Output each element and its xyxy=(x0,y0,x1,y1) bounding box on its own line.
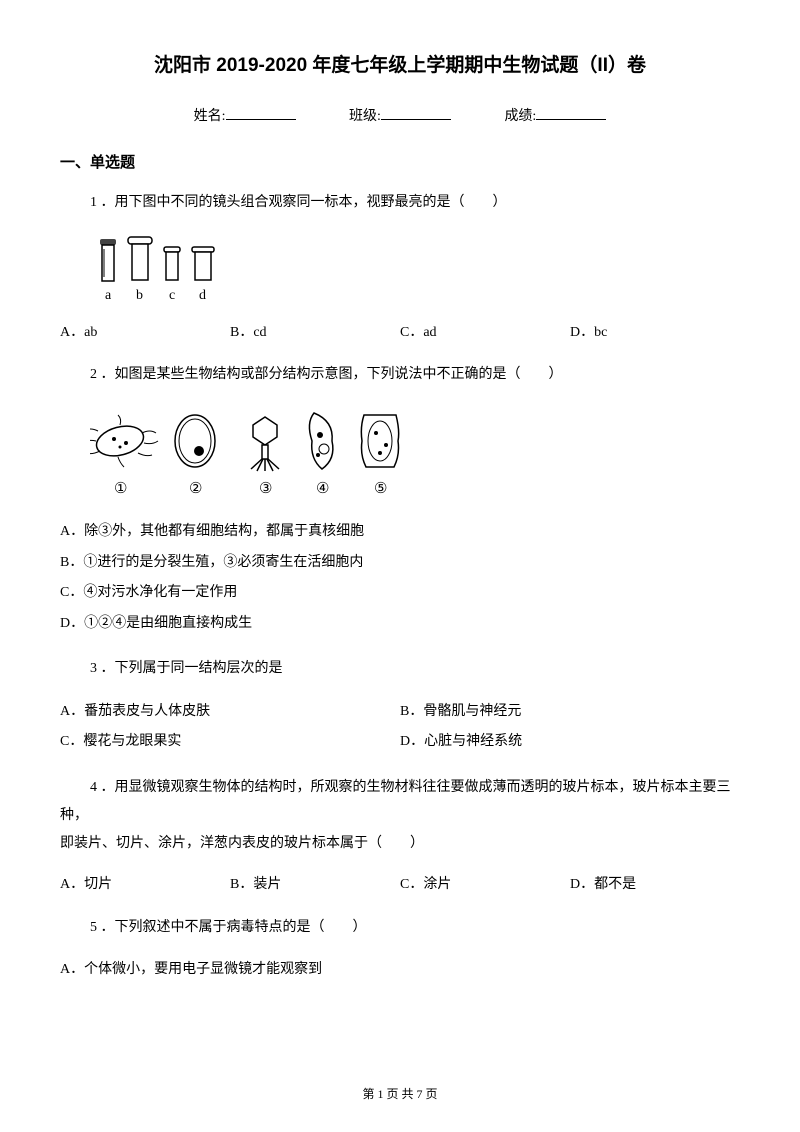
q2-options: A．除③外，其他都有细胞结构，都属于真核细胞 B．①进行的是分裂生殖，③必须寄生… xyxy=(60,517,740,640)
section-title: 一、单选题 xyxy=(60,151,740,172)
q2-opt-c[interactable]: C．④对污水净化有一定作用 xyxy=(60,578,740,609)
name-label: 姓名: xyxy=(194,109,226,124)
q3-options: A．番茄表皮与人体皮肤 B．骨骼肌与神经元 C．樱花与龙眼果实 D．心脏与神经系… xyxy=(60,697,740,759)
q2-fig-2: ② xyxy=(189,481,202,497)
q4-opt-a[interactable]: A．切片 xyxy=(60,872,230,899)
question-2: 2 ．如图是某些生物结构或部分结构示意图，下列说法中不正确的是（ ） xyxy=(60,362,740,640)
q5-text: 5 ．下列叙述中不属于病毒特点的是（ ） xyxy=(60,915,740,942)
q2-fig-4: ④ xyxy=(316,481,329,497)
q4-line2: 即装片、切片、涂片，洋葱内表皮的玻片标本属于（ ） xyxy=(60,836,424,851)
q2-fig-1: ① xyxy=(114,481,127,497)
question-3: 3 ．下列属于同一结构层次的是 A．番茄表皮与人体皮肤 B．骨骼肌与神经元 C．… xyxy=(60,656,740,758)
q2-fig-3: ③ xyxy=(259,481,272,497)
class-blank[interactable] xyxy=(381,119,451,120)
class-label: 班级: xyxy=(349,109,381,124)
q1-opt-b[interactable]: B．cd xyxy=(230,320,400,347)
question-5: 5 ．下列叙述中不属于病毒特点的是（ ） A．个体微小，要用电子显微镜才能观察到 xyxy=(60,915,740,986)
q2-figure: ① ② ③ ④ ⑤ xyxy=(90,403,740,503)
q3-opt-d[interactable]: D．心脏与神经系统 xyxy=(400,727,740,758)
q3-opt-c[interactable]: C．樱花与龙眼果实 xyxy=(60,727,400,758)
q4-opt-c[interactable]: C．涂片 xyxy=(400,872,570,899)
q1-opt-d[interactable]: D．bc xyxy=(570,320,740,347)
q1-fig-a: a xyxy=(105,288,112,303)
q4-opt-d[interactable]: D．都不是 xyxy=(570,872,740,899)
q1-opt-c[interactable]: C．ad xyxy=(400,320,570,347)
q4-options: A．切片 B．装片 C．涂片 D．都不是 xyxy=(60,872,740,899)
question-1: 1 ．用下图中不同的镜头组合观察同一标本，视野最亮的是（ ） xyxy=(60,190,740,346)
q1-fig-b: b xyxy=(136,288,143,303)
q1-text: 1 ．用下图中不同的镜头组合观察同一标本，视野最亮的是（ ） xyxy=(60,190,740,217)
q3-opt-b[interactable]: B．骨骼肌与神经元 xyxy=(400,697,740,728)
q1-figure: a b c d xyxy=(90,231,740,306)
q2-fig-5: ⑤ xyxy=(374,481,387,497)
score-blank[interactable] xyxy=(536,119,606,120)
q1-opt-a[interactable]: A．ab xyxy=(60,320,230,347)
q2-opt-d[interactable]: D．①②④是由细胞直接构成生 xyxy=(60,609,740,640)
q1-fig-c: c xyxy=(169,288,175,303)
score-label: 成绩: xyxy=(504,109,536,124)
name-blank[interactable] xyxy=(226,119,296,120)
student-info-row: 姓名: 班级: 成绩: xyxy=(60,105,740,125)
q2-opt-b[interactable]: B．①进行的是分裂生殖，③必须寄生在活细胞内 xyxy=(60,548,740,579)
q4-line1: 4 ．用显微镜观察生物体的结构时，所观察的生物材料往往要做成薄而透明的玻片标本，… xyxy=(60,780,731,823)
q2-opt-a[interactable]: A．除③外，其他都有细胞结构，都属于真核细胞 xyxy=(60,517,740,548)
q2-text: 2 ．如图是某些生物结构或部分结构示意图，下列说法中不正确的是（ ） xyxy=(60,362,740,389)
q4-text: 4 ．用显微镜观察生物体的结构时，所观察的生物材料往往要做成薄而透明的玻片标本，… xyxy=(60,774,740,858)
q3-opt-a[interactable]: A．番茄表皮与人体皮肤 xyxy=(60,697,400,728)
q1-options: A．ab B．cd C．ad D．bc xyxy=(60,320,740,347)
q4-opt-b[interactable]: B．装片 xyxy=(230,872,400,899)
question-4: 4 ．用显微镜观察生物体的结构时，所观察的生物材料往往要做成薄而透明的玻片标本，… xyxy=(60,774,740,899)
q5-options: A．个体微小，要用电子显微镜才能观察到 xyxy=(60,955,740,986)
page-footer: 第 1 页 共 7 页 xyxy=(0,1085,800,1102)
paper-title: 沈阳市 2019-2020 年度七年级上学期期中生物试题（II）卷 xyxy=(60,50,740,77)
q5-opt-a[interactable]: A．个体微小，要用电子显微镜才能观察到 xyxy=(60,955,740,986)
q3-text: 3 ．下列属于同一结构层次的是 xyxy=(60,656,740,683)
q1-fig-d: d xyxy=(199,288,206,303)
